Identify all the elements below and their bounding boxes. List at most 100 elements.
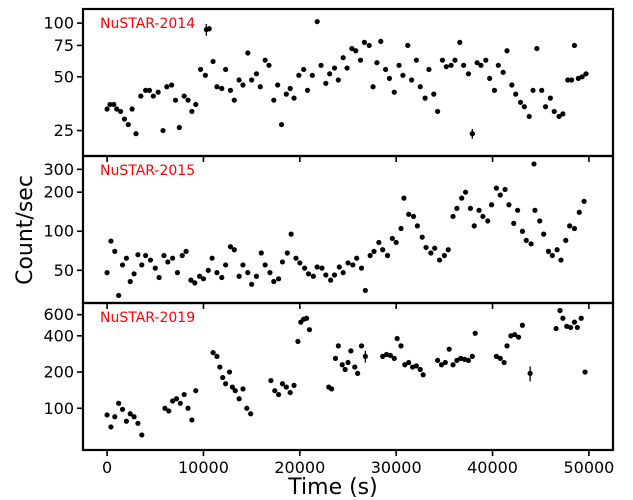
data-point (574, 324, 580, 331)
data-point (493, 185, 499, 191)
data-point (278, 121, 285, 128)
data-point (530, 87, 536, 93)
data-point (358, 343, 365, 349)
data-point (162, 405, 168, 411)
data-point (414, 223, 420, 229)
data-point (244, 405, 250, 411)
data-point (314, 18, 320, 25)
data-point (401, 195, 407, 201)
data-point (521, 104, 527, 110)
data-point (467, 205, 473, 211)
data-point (236, 396, 242, 402)
data-point (223, 381, 229, 387)
data-point (129, 106, 135, 112)
data-point (219, 274, 225, 281)
data-point (387, 352, 393, 359)
data-point (309, 72, 315, 78)
data-point (293, 255, 299, 261)
data-point (459, 195, 465, 201)
y-tick-label: 50 (54, 67, 74, 86)
data-point (378, 38, 384, 44)
data-point (135, 420, 141, 426)
data-point (150, 93, 156, 99)
data-point (480, 213, 486, 220)
data-point (551, 108, 557, 115)
x-tick-label: 30000 (371, 458, 422, 477)
data-point (339, 362, 345, 368)
data-point (563, 237, 569, 244)
data-point (413, 363, 420, 369)
data-point (581, 198, 587, 204)
data-point (104, 270, 110, 276)
data-point (393, 239, 399, 246)
data-point (116, 292, 122, 299)
data-point (179, 252, 185, 259)
data-point (471, 223, 477, 229)
data-point (303, 315, 310, 321)
data-point (202, 72, 208, 78)
panel-label: NuSTAR-2015 (100, 163, 195, 179)
data-point (462, 189, 469, 195)
data-point (380, 247, 386, 253)
data-point (214, 270, 220, 276)
data-point (446, 346, 452, 352)
data-point (517, 99, 524, 105)
panels-layer: 25 50 75 100 NuSTAR-2014 50 100 200 300 NuSTAR-20… (43, 7, 615, 477)
data-point (410, 213, 417, 220)
data-point (329, 386, 335, 392)
data-point (389, 235, 395, 242)
data-point (493, 353, 499, 359)
data-point (169, 82, 175, 88)
data-point (504, 343, 510, 349)
data-point (117, 108, 124, 115)
data-point (371, 248, 377, 254)
data-point (189, 108, 195, 115)
data-point (306, 327, 313, 333)
data-point (232, 388, 238, 394)
data-point (193, 388, 199, 394)
data-point (579, 74, 585, 80)
panel-2: 50 100 200 300 NuSTAR-2015 (43, 154, 615, 309)
data-point (214, 84, 220, 90)
data-point (549, 252, 555, 259)
data-point (121, 116, 128, 122)
data-point (271, 97, 277, 103)
data-point (374, 60, 380, 66)
y-tick-label: 50 (54, 261, 74, 280)
data-point (335, 77, 341, 83)
data-point (287, 85, 293, 92)
data-point (257, 84, 263, 90)
data-point (567, 223, 573, 229)
data-point (472, 330, 478, 336)
y-tick-label: 75 (54, 36, 74, 55)
data-point (155, 89, 161, 95)
data-point (382, 66, 389, 73)
data-point (380, 353, 386, 359)
data-point (366, 42, 372, 49)
data-point (454, 357, 460, 364)
data-point (352, 364, 358, 370)
data-point (174, 270, 181, 276)
data-point (502, 186, 508, 193)
data-point (457, 39, 463, 45)
data-point (361, 39, 367, 45)
data-point (146, 87, 153, 93)
data-point (500, 69, 506, 75)
data-point (249, 281, 255, 287)
data-point (554, 247, 560, 253)
data-point (465, 71, 472, 77)
y-tick-label: 100 (43, 14, 74, 33)
data-point (560, 315, 566, 321)
data-point (288, 231, 294, 237)
data-point (328, 277, 334, 283)
data-point (240, 82, 246, 88)
data-point (181, 93, 187, 99)
data-point (209, 255, 215, 261)
data-point (345, 359, 351, 366)
data-point (441, 252, 447, 259)
data-point (193, 101, 199, 108)
panel-frame (81, 301, 615, 452)
data-point (362, 353, 368, 359)
data-point (177, 400, 183, 406)
